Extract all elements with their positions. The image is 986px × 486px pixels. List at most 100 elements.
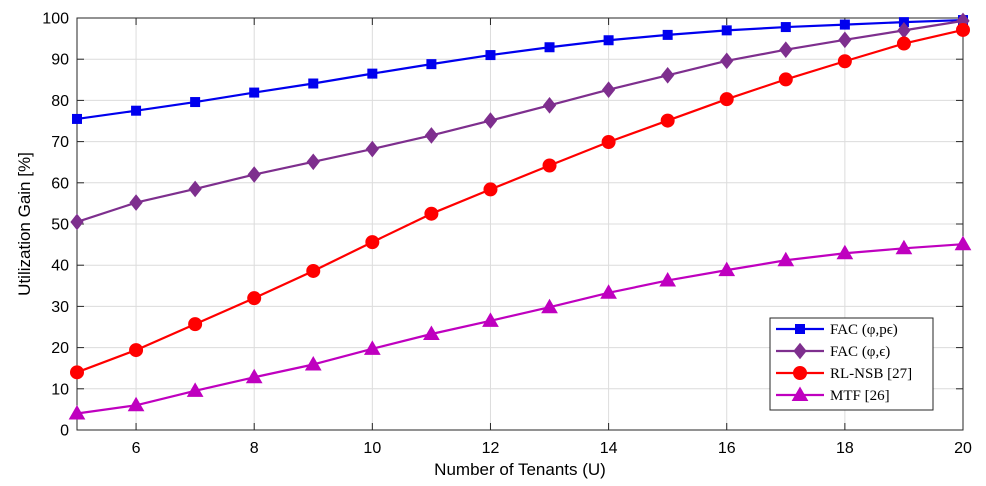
data-point — [836, 244, 854, 260]
data-point — [662, 29, 673, 40]
y-tick-label: 20 — [51, 340, 69, 357]
data-point — [660, 113, 675, 128]
data-point — [661, 66, 675, 84]
data-point — [659, 271, 677, 287]
legend-label: RL-NSB [27] — [830, 366, 912, 382]
data-point — [483, 112, 498, 129]
data-point — [70, 365, 84, 380]
data-point — [601, 81, 616, 98]
series-line — [76, 243, 964, 415]
legend-label: FAC (φ,pϵ) — [830, 322, 898, 338]
x-tick-label: 16 — [718, 440, 736, 457]
y-tick-label: 40 — [51, 258, 69, 275]
legend-entry: RL-NSB [27] — [776, 366, 912, 382]
data-point — [424, 206, 439, 221]
data-point — [70, 213, 84, 231]
legend-entry: MTF [26] — [776, 386, 890, 404]
x-tick-label: 8 — [250, 440, 259, 457]
data-point — [190, 97, 201, 108]
data-point — [839, 19, 850, 30]
legend-entry: FAC (φ,pϵ) — [776, 322, 898, 338]
x-tick-label: 12 — [482, 440, 500, 457]
data-point — [777, 251, 795, 267]
data-point — [896, 36, 911, 51]
data-point — [483, 182, 498, 197]
x-tick-label: 6 — [132, 440, 141, 457]
legend-label: MTF [26] — [830, 388, 890, 404]
legend-label: FAC (φ,ϵ) — [830, 344, 890, 360]
data-point — [131, 105, 142, 116]
data-point — [601, 135, 616, 150]
legend-entry: FAC (φ,ϵ) — [776, 342, 890, 360]
data-point — [72, 113, 82, 124]
data-point — [247, 166, 261, 183]
data-point — [367, 68, 378, 79]
x-tick-label: 14 — [600, 440, 618, 457]
data-point — [129, 343, 144, 358]
data-point — [308, 78, 319, 89]
data-point — [245, 368, 263, 384]
y-tick-label: 70 — [51, 134, 69, 151]
data-point — [718, 261, 736, 277]
legend-marker — [793, 366, 807, 380]
data-point — [838, 31, 852, 49]
x-tick-label: 10 — [363, 440, 381, 457]
series-4 — [68, 235, 972, 420]
data-point — [365, 140, 379, 158]
series-line — [76, 28, 964, 374]
series-line — [76, 19, 964, 223]
data-point — [188, 180, 202, 198]
y-tick-label: 80 — [51, 93, 69, 110]
series-line — [76, 18, 964, 121]
y-tick-label: 50 — [51, 217, 69, 234]
data-point — [721, 25, 732, 36]
series-2 — [70, 12, 970, 231]
data-point — [485, 50, 496, 61]
data-point — [188, 317, 203, 332]
data-point — [424, 127, 439, 144]
series-group — [68, 12, 972, 420]
data-point — [365, 235, 380, 250]
data-point — [600, 284, 617, 299]
data-point — [482, 312, 499, 327]
series-3 — [70, 22, 970, 380]
data-point — [423, 325, 440, 341]
y-tick-label: 60 — [51, 175, 69, 192]
data-point — [956, 22, 970, 37]
data-point — [186, 382, 204, 397]
y-tick-label: 100 — [42, 11, 69, 28]
x-tick-label: 20 — [954, 440, 972, 457]
y-tick-label: 30 — [51, 299, 69, 316]
data-point — [895, 239, 913, 255]
data-point — [541, 298, 558, 314]
data-point — [778, 72, 793, 87]
data-point — [542, 158, 557, 173]
data-point — [306, 153, 320, 171]
y-tick-label: 10 — [51, 381, 69, 398]
data-point — [68, 405, 86, 420]
data-point — [363, 340, 381, 355]
y-tick-label: 0 — [60, 423, 69, 440]
data-point — [719, 92, 734, 107]
x-axis-label: Number of Tenants (U) — [434, 460, 606, 479]
x-tick-label: 18 — [836, 440, 854, 457]
data-point — [306, 263, 321, 278]
data-point — [426, 59, 437, 70]
data-point — [542, 97, 557, 114]
legend-marker — [795, 324, 805, 334]
legend-marker — [791, 386, 809, 401]
data-point — [954, 235, 972, 251]
axis-ticks: 0 10 20 30 40 50 60 70 80 90 100 6 8 10 12 14 16 18 20 — [42, 11, 972, 458]
y-axis-label: Utilization Gain [%] — [15, 152, 34, 296]
data-point — [780, 22, 791, 33]
data-point — [249, 87, 260, 98]
data-point — [544, 42, 555, 53]
data-point — [779, 41, 793, 59]
legend-marker — [793, 342, 807, 360]
data-point — [837, 54, 852, 69]
data-point — [127, 396, 145, 412]
data-point — [603, 35, 614, 46]
